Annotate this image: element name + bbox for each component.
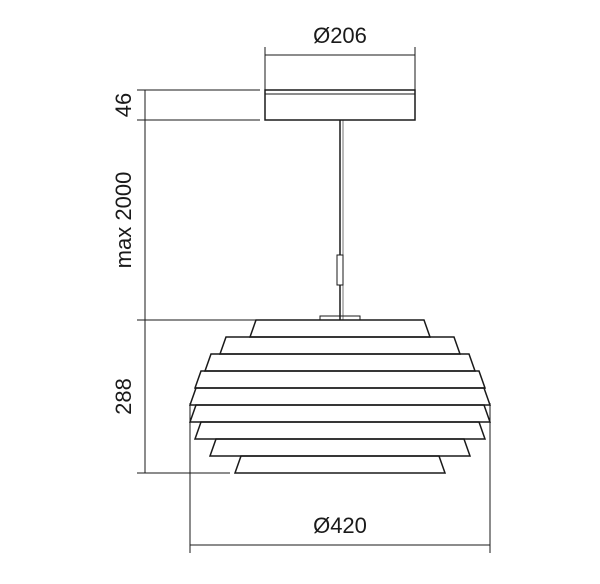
canopy-height-label: 46	[111, 93, 136, 117]
drop-max-label: max 2000	[111, 172, 136, 269]
canopy-diameter-label: Ø206	[313, 23, 367, 48]
shade-height-label: 288	[111, 378, 136, 415]
cable-adjuster	[337, 255, 343, 285]
lamp-technical-drawing: Ø206 46 max 2000 288 Ø420	[0, 0, 600, 584]
shade-diameter-label: Ø420	[313, 513, 367, 538]
